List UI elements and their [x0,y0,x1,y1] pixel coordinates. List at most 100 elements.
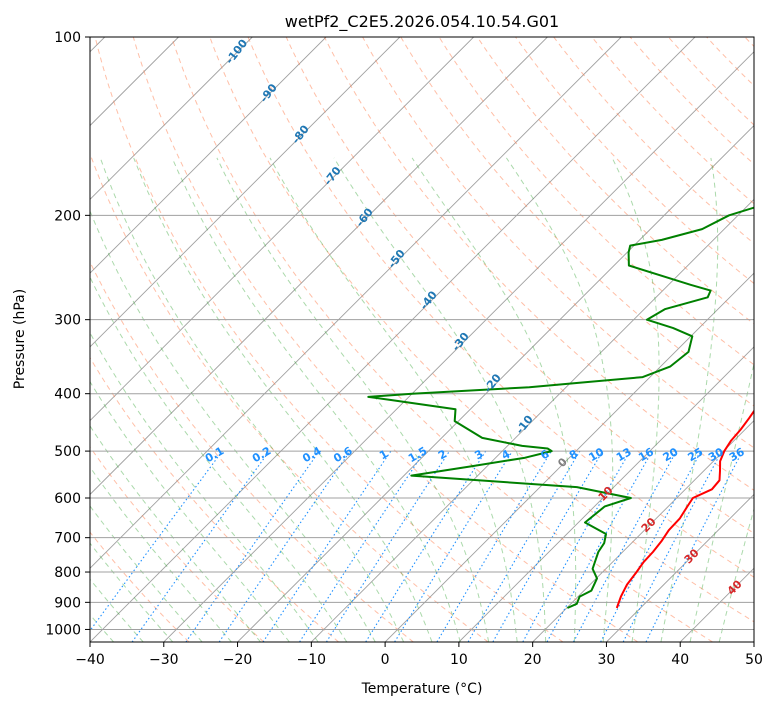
mixing-ratio-label: 36 [727,445,747,464]
mixing-ratio-label: 2 [436,447,449,462]
y-tick-label: 400 [54,387,81,403]
isotherm [458,346,754,642]
mixing-ratio-line [600,450,702,642]
isotherm [90,37,696,642]
dry-adiabat [744,37,754,48]
mixing-ratio-line [546,450,653,642]
moist-adiabat-label: 0 [555,455,570,470]
mixing-ratio-line [573,450,677,642]
mixing-ratio-label: 20 [661,445,681,464]
mixing-ratio-line [394,450,513,642]
x-tick-label: 50 [745,652,763,668]
x-axis-title: Temperature (°C) [361,681,483,697]
isotherm [753,641,754,642]
y-tick-label: 100 [54,30,81,46]
moist-adiabat [505,157,614,642]
mixing-ratio-line [131,450,270,642]
mixing-ratio-label: 30 [706,445,726,464]
y-tick-label: 200 [54,208,81,224]
isotherm [606,493,754,642]
x-tick-label: −20 [223,652,253,668]
mixing-ratio-label: 25 [686,445,706,464]
dry-adiabat-label: -100 [223,37,250,67]
dry-adiabat [90,531,190,642]
dry-adiabat-label: -30 [449,330,472,354]
dry-adiabat [362,37,754,449]
plot-frame [89,36,755,643]
mixing-ratio-label: 13 [614,445,634,464]
x-tick-label: −10 [297,652,327,668]
x-tick-label: 20 [524,652,542,668]
mixing-ratio-line [325,450,450,642]
dry-adiabat [400,37,754,407]
isotherm [90,37,327,274]
isotherm [90,37,622,569]
mixing-ratio-line [218,450,351,642]
dry-adiabat [94,37,564,642]
dry-adiabat-label: -70 [321,164,344,188]
x-tick-label: 0 [381,652,390,668]
mixing-ratio-line [436,450,552,642]
plot-area-traces [367,206,754,609]
plot-area-grid [90,37,754,642]
moist-adiabat [133,157,433,642]
isotherm [163,51,754,642]
moist-adiabat [660,157,719,642]
mixing-ratio-line [299,450,426,642]
moist-adiabat [90,425,261,642]
y-tick-label: 300 [54,313,81,329]
dry-adiabat [90,152,489,642]
dry-adiabat [515,37,754,285]
mixing-ratio-line [645,450,743,642]
y-tick-label: 1000 [45,622,81,638]
temperature-line [615,409,754,609]
dry-adiabat-label: -20 [481,371,504,395]
isotherm [237,124,754,642]
dry-adiabat [209,37,754,623]
dry-adiabat [90,260,414,642]
dry-adiabat [171,37,713,642]
moist-adiabat [90,209,376,642]
y-tick-label: 800 [54,565,81,581]
dry-adiabat-label: -80 [289,122,312,146]
moist-adiabat [718,507,754,642]
moist-adiabat [611,157,660,642]
moist-adiabat [90,466,232,642]
moist-adiabat [90,542,174,642]
mixing-ratio-line [522,450,631,642]
dry-adiabat-label: -90 [257,81,280,105]
dry-adiabat [90,446,265,642]
isotherm [90,37,474,422]
y-axis: 100 200 300 400 500 600 700 800 900 1000 [45,30,90,638]
dry-adiabat-label: -40 [417,288,440,312]
dry-adiabat [706,37,754,87]
dry-adiabat [90,356,339,642]
dewpoint-line [367,206,754,609]
moist-adiabat [99,157,405,642]
dry-adiabat [591,37,754,205]
dry-adiabat-label: -10 [513,413,536,437]
mixing-ratio-label: 0.6 [331,444,355,465]
moist-adiabat [411,157,577,642]
chart-title: wetPf2_C2E5.2026.054.10.54.G01 [285,12,559,32]
dry-adiabat [132,37,639,642]
isotherm [90,37,548,496]
moist-adiabat [689,361,754,642]
x-tick-label: 10 [450,652,468,668]
x-tick-label: 30 [598,652,616,668]
dry-adiabat [247,37,754,578]
mixing-ratio-label: 0.4 [300,444,324,465]
dry-adiabat [629,37,754,165]
y-tick-label: 500 [54,444,81,460]
x-tick-label: −40 [75,652,105,668]
dry-adiabat [438,37,754,366]
x-tick-label: 40 [671,652,689,668]
mixing-ratio-line [90,450,223,632]
moist-adiabat [90,380,290,642]
moist-adiabat [171,157,461,642]
x-axis: −40 −30 −20 −10 0 10 20 30 40 50 [75,642,763,668]
dry-adiabat [553,37,754,245]
isotherm [532,420,754,642]
mixing-ratio-line [185,450,320,642]
moist-adiabat [333,157,547,642]
